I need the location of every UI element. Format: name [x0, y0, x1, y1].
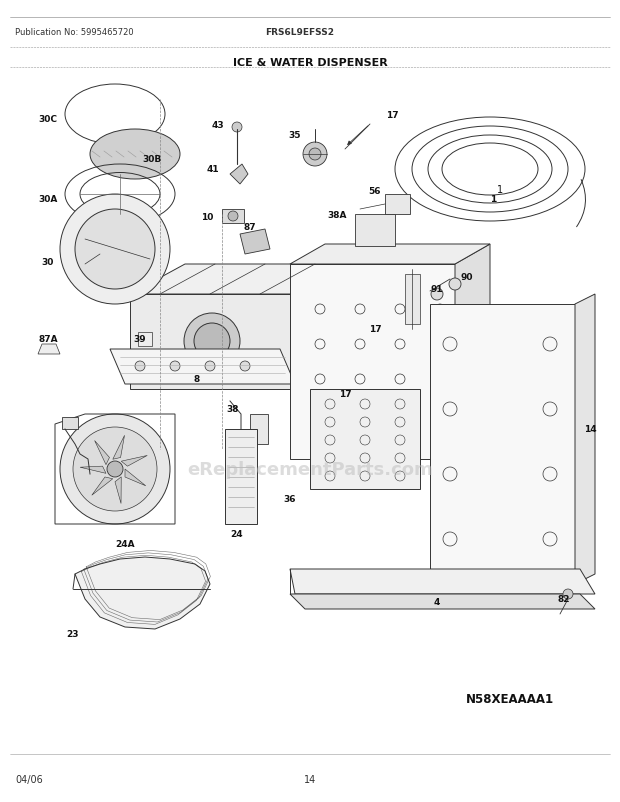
- Circle shape: [228, 212, 238, 221]
- FancyBboxPatch shape: [222, 210, 244, 224]
- Ellipse shape: [65, 85, 165, 145]
- Polygon shape: [290, 265, 455, 460]
- Polygon shape: [125, 469, 146, 486]
- Text: 36: 36: [284, 495, 296, 504]
- Text: 04/06: 04/06: [15, 774, 43, 784]
- FancyBboxPatch shape: [225, 429, 257, 525]
- Polygon shape: [450, 585, 555, 602]
- Circle shape: [107, 461, 123, 477]
- Text: 35: 35: [289, 131, 301, 140]
- Text: 91: 91: [431, 286, 443, 294]
- Circle shape: [60, 195, 170, 305]
- Text: 38A: 38A: [327, 210, 347, 219]
- Polygon shape: [80, 467, 106, 474]
- Polygon shape: [110, 350, 295, 384]
- Text: 24: 24: [231, 530, 243, 539]
- Polygon shape: [455, 245, 490, 460]
- Circle shape: [240, 362, 250, 371]
- Text: 14: 14: [304, 774, 316, 784]
- Text: 87: 87: [244, 223, 256, 233]
- FancyBboxPatch shape: [250, 415, 268, 444]
- Circle shape: [60, 415, 170, 525]
- Circle shape: [205, 362, 215, 371]
- Polygon shape: [95, 441, 110, 465]
- Text: N58XEAAAA1: N58XEAAAA1: [466, 693, 554, 706]
- FancyBboxPatch shape: [310, 390, 420, 489]
- Polygon shape: [295, 265, 350, 390]
- Circle shape: [303, 143, 327, 167]
- Text: Publication No: 5995465720: Publication No: 5995465720: [15, 28, 134, 37]
- Polygon shape: [230, 164, 248, 184]
- Text: 30C: 30C: [38, 115, 58, 124]
- Text: 43: 43: [211, 120, 224, 129]
- Circle shape: [232, 123, 242, 133]
- Text: 1: 1: [497, 184, 503, 195]
- Text: FRS6L9EFSS2: FRS6L9EFSS2: [265, 28, 335, 37]
- Text: eReplacementParts.com: eReplacementParts.com: [187, 460, 433, 479]
- Polygon shape: [290, 245, 490, 265]
- Text: 90: 90: [461, 273, 473, 282]
- Text: 23: 23: [66, 630, 78, 638]
- Ellipse shape: [90, 130, 180, 180]
- Polygon shape: [38, 345, 60, 354]
- Polygon shape: [75, 557, 210, 630]
- Text: 87A: 87A: [38, 335, 58, 344]
- Polygon shape: [130, 294, 295, 390]
- Polygon shape: [130, 265, 350, 294]
- Text: 38: 38: [227, 405, 239, 414]
- Text: 30A: 30A: [38, 195, 58, 205]
- Text: 1: 1: [490, 195, 496, 205]
- Text: 82: 82: [558, 595, 570, 604]
- Text: ICE & WATER DISPENSER: ICE & WATER DISPENSER: [232, 58, 388, 68]
- Text: 8: 8: [194, 375, 200, 384]
- Polygon shape: [122, 456, 148, 467]
- Circle shape: [184, 314, 240, 370]
- Polygon shape: [185, 265, 350, 359]
- Polygon shape: [113, 435, 125, 460]
- Text: 14: 14: [583, 425, 596, 434]
- Text: 17: 17: [386, 111, 398, 119]
- Circle shape: [431, 289, 443, 301]
- Circle shape: [194, 323, 230, 359]
- Text: 17: 17: [339, 390, 352, 399]
- FancyBboxPatch shape: [138, 333, 152, 346]
- FancyBboxPatch shape: [62, 418, 78, 429]
- Circle shape: [75, 210, 155, 290]
- Circle shape: [135, 362, 145, 371]
- Circle shape: [449, 278, 461, 290]
- Circle shape: [563, 589, 573, 599]
- Polygon shape: [575, 294, 595, 585]
- FancyBboxPatch shape: [385, 195, 410, 215]
- Text: 10: 10: [201, 213, 213, 221]
- Polygon shape: [430, 305, 575, 585]
- Text: 17: 17: [369, 325, 381, 334]
- FancyBboxPatch shape: [405, 274, 420, 325]
- Polygon shape: [240, 229, 270, 255]
- Polygon shape: [290, 594, 595, 610]
- Polygon shape: [92, 477, 113, 496]
- Text: 24A: 24A: [115, 540, 135, 549]
- Circle shape: [170, 362, 180, 371]
- Polygon shape: [290, 569, 595, 594]
- Text: 56: 56: [369, 187, 381, 196]
- Text: 30B: 30B: [143, 156, 162, 164]
- Circle shape: [309, 149, 321, 160]
- Circle shape: [73, 427, 157, 512]
- Text: 41: 41: [206, 165, 219, 174]
- Text: 39: 39: [134, 335, 146, 344]
- FancyBboxPatch shape: [355, 215, 395, 247]
- Text: 4: 4: [434, 597, 440, 607]
- Text: 30: 30: [42, 258, 54, 267]
- Polygon shape: [115, 477, 122, 504]
